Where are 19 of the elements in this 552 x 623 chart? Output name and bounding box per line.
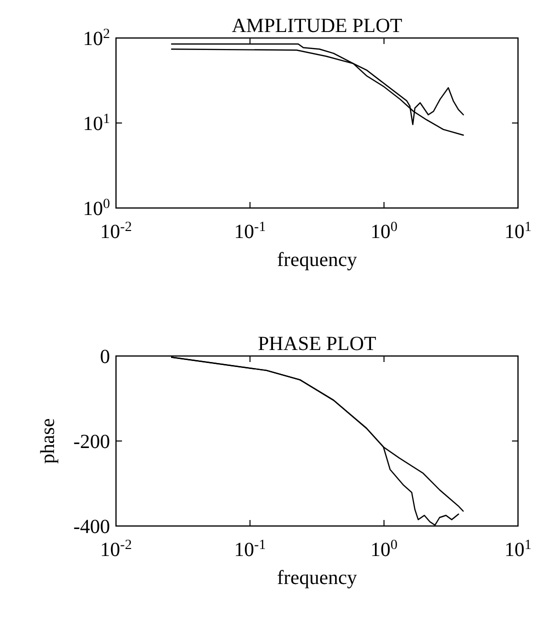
- y-tick-label: -400: [73, 516, 110, 538]
- x-tick-label: 10$^{-1}$: [234, 220, 266, 243]
- x-axis-title: frequency: [277, 567, 357, 589]
- y-tick-label: 10$^{1}$: [83, 112, 110, 135]
- y-tick-label: 10$^{0}$: [83, 196, 110, 220]
- x-tick-label: 10$^{-1}$: [234, 538, 266, 561]
- chart-title: AMPLITUDE PLOT: [232, 15, 402, 37]
- x-tick-label: 10$^{1}$: [504, 538, 532, 561]
- chart-title: PHASE PLOT: [258, 333, 376, 355]
- x-tick-label: 10$^{0}$: [370, 220, 398, 243]
- y-tick-label: -200: [73, 431, 110, 453]
- x-tick-label: 10$^{-2}$: [100, 538, 132, 561]
- x-tick-label: 10$^{0}$: [370, 538, 398, 561]
- x-tick-label: 10$^{1}$: [504, 220, 532, 243]
- y-tick-label: 10$^{2}$: [83, 26, 110, 50]
- x-tick-label: 10$^{-2}$: [100, 220, 132, 243]
- x-axis-title: frequency: [277, 249, 357, 271]
- y-axis-title: phase: [37, 418, 59, 464]
- y-tick-label: 0: [100, 346, 110, 368]
